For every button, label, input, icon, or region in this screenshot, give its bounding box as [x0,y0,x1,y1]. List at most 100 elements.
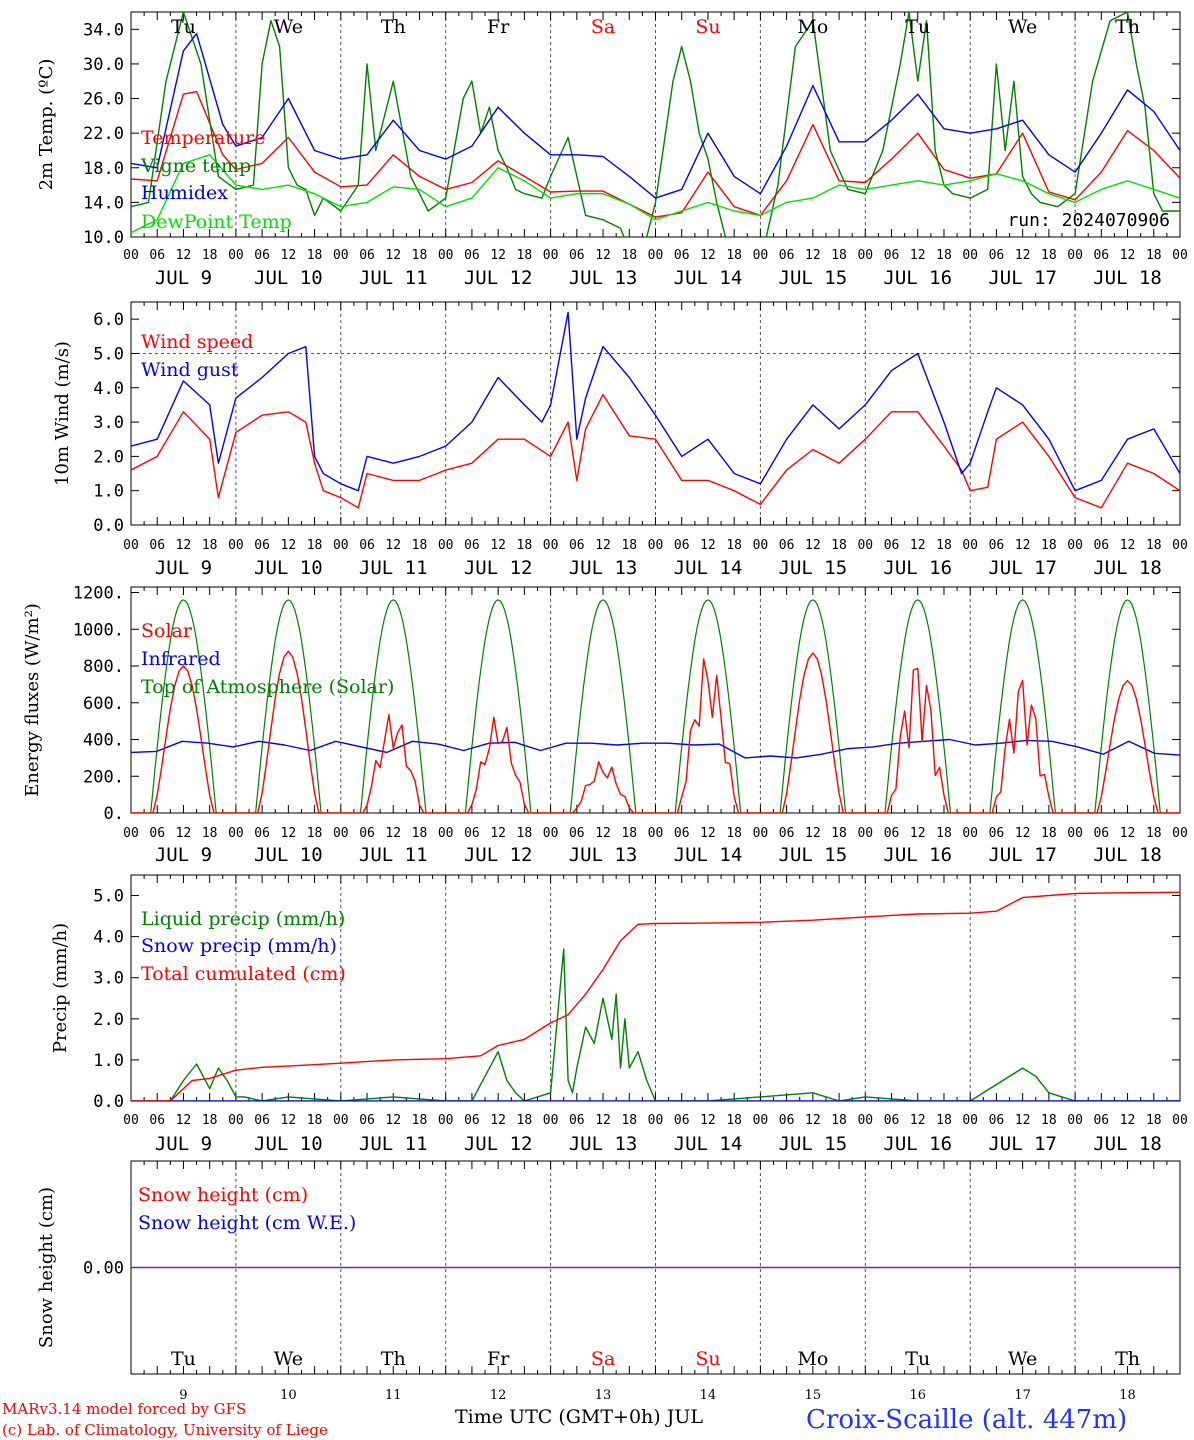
x-hour-label: 12 [700,538,716,553]
x-hour-label: 18 [831,538,847,553]
y-tick-label: 26.0 [83,90,124,110]
x-hour-label: 00 [1172,248,1188,263]
x-date-label: JUL 13 [569,557,638,579]
x-hour-label: 06 [359,1113,375,1128]
x-date-label: JUL 12 [464,557,533,579]
x-hour-label: 06 [884,1113,900,1128]
y-tick-label: 2.0 [93,447,124,467]
x-hour-label: 06 [149,538,165,553]
x-hour-label: 12 [595,826,611,841]
x-hour-label: 18 [517,248,533,263]
x-hour-label: 06 [569,1113,585,1128]
x-hour-label: 00 [333,248,349,263]
x-hour-label: 12 [1120,248,1136,263]
x-hour-label: 12 [1120,538,1136,553]
x-hour-label: 00 [962,248,978,263]
x-hour-label: 12 [910,1113,926,1128]
day-of-week-label: Tu [905,1348,930,1370]
x-date-label: JUL 16 [883,1133,952,1155]
x-hour-label: 12 [176,248,192,263]
y-tick-label: 22.0 [83,124,124,144]
x-hour-label: 12 [1120,826,1136,841]
x-hour-label: 06 [569,538,585,553]
x-hour-label: 00 [648,538,664,553]
x-date-label: JUL 11 [359,844,428,866]
x-hour-label: 06 [569,248,585,263]
x-hour-label: 00 [333,1113,349,1128]
day-of-week-label: Mo [797,16,828,38]
series-dewpoint-temp [131,154,1180,234]
x-hour-label: 12 [490,826,506,841]
x-hour-label: 06 [149,248,165,263]
x-hour-label: 18 [1146,538,1162,553]
y-tick-label: 6.0 [93,310,124,330]
x-hour-label: 12 [595,538,611,553]
x-hour-label: 06 [779,538,795,553]
x-hour-label: 18 [831,826,847,841]
panel-wind: 0.0 1.0 2.0 3.0 4.0 5.0 6.0 10m Wind (m/s) 00 06 1… [52,301,1188,579]
x-hour-label: 18 [412,826,428,841]
x-date-label: JUL 9 [155,1133,212,1155]
date-number-label: 14 [700,1388,717,1403]
x-date-label: JUL 15 [779,557,848,579]
x-hour-label: 18 [1041,1113,1057,1128]
x-hour-label: 06 [254,826,270,841]
x-hour-label: 18 [936,538,952,553]
x-hour-label: 18 [307,1113,323,1128]
y-tick-label: 0.0 [93,516,124,536]
x-hour-label: 06 [779,826,795,841]
day-of-week-label: We [274,1348,303,1370]
x-hour-label: 00 [543,538,559,553]
x-hour-label: 06 [464,1113,480,1128]
x-date-label: JUL 15 [779,844,848,866]
series-solar [131,650,1180,813]
x-hour-label: 12 [176,826,192,841]
x-hour-label: 00 [228,826,244,841]
x-hour-label: 00 [1067,538,1083,553]
x-date-label: JUL 14 [674,844,743,866]
x-hour-label: 12 [805,248,821,263]
y-tick-label: 3.0 [93,969,124,989]
x-hour-label: 12 [1120,1113,1136,1128]
x-hour-label: 00 [753,538,769,553]
x-hour-label: 12 [595,1113,611,1128]
x-hour-label: 00 [962,1113,978,1128]
day-of-week-label: Tu [171,1348,196,1370]
x-hour-label: 00 [1067,248,1083,263]
x-hour-label: 06 [359,248,375,263]
x-hour-label: 12 [1015,248,1031,263]
x-hour-label: 18 [412,538,428,553]
x-hour-label: 12 [490,248,506,263]
x-date-label: JUL 12 [464,844,533,866]
legend-entry: Infrared [141,648,221,670]
day-of-week-label: Su [695,16,720,38]
x-hour-label: 12 [176,1113,192,1128]
y-axis-label: 10m Wind (m/s) [52,341,73,486]
x-date-label: JUL 17 [988,557,1057,579]
x-hour-label: 18 [726,248,742,263]
x-hour-label: 12 [281,248,297,263]
x-hour-label: 06 [989,248,1005,263]
plot-frame [130,301,1181,526]
x-hour-label: 00 [857,538,873,553]
footer-station: Croix-Scaille (alt. 447m) [806,1405,1127,1435]
x-date-label: JUL 18 [1093,1133,1162,1155]
legend-entry: Vigne temp [140,155,251,177]
footer-model: MARv3.14 model forced by GFS [2,1400,246,1418]
x-date-label: JUL 11 [359,557,428,579]
x-hour-label: 18 [517,1113,533,1128]
run-label: run: 2024070906 [1007,210,1170,231]
x-date-label: JUL 18 [1093,557,1162,579]
y-tick-label: 1000. [73,620,124,640]
x-date-label: JUL 14 [674,1133,743,1155]
x-hour-label: 18 [202,1113,218,1128]
x-hour-label: 18 [936,826,952,841]
legend-entry: Humidex [141,182,228,204]
legend-entry: Wind speed [141,331,253,353]
date-number-label: 10 [280,1388,297,1403]
x-hour-label: 18 [202,538,218,553]
x-date-label: JUL 14 [674,557,743,579]
y-tick-label: 800. [83,657,124,677]
day-of-week-label: Tu [171,16,196,38]
